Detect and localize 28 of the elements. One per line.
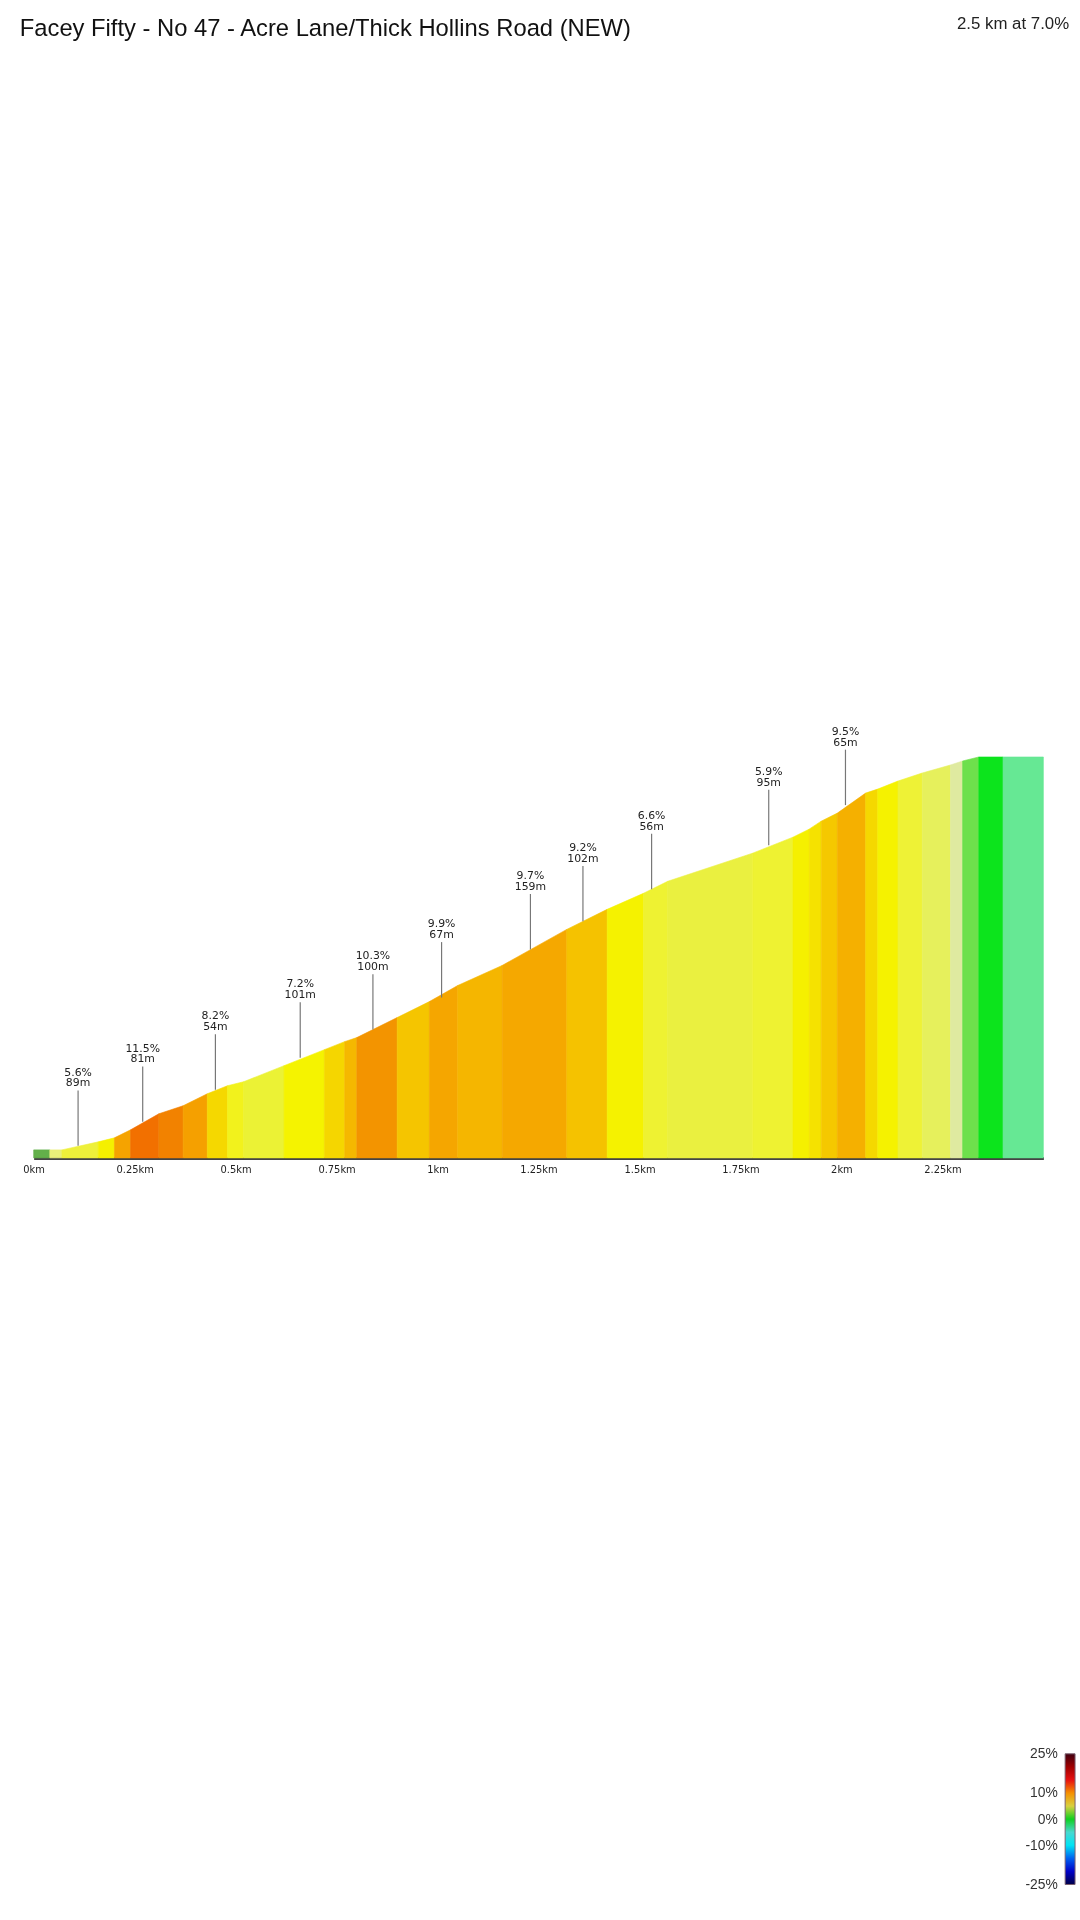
annotation: 5.9% 95m <box>754 764 783 789</box>
x-tick-label: 1.5km <box>624 1164 656 1176</box>
annotation: 8.2% 54m <box>201 1009 230 1034</box>
x-tick-label: 2.25km <box>924 1164 962 1176</box>
color-bar-label: -10% <box>1025 1836 1058 1853</box>
annotation: 7.2% 101m <box>284 977 316 1002</box>
color-bar-label: 0% <box>1037 1810 1058 1827</box>
x-tick-label: 0.25km <box>116 1164 154 1176</box>
annotation: 6.6% 56m <box>637 809 666 833</box>
color-bar-label: -25% <box>1025 1875 1058 1892</box>
annotation: 10.3% 100m <box>355 949 391 974</box>
annotation: 11.5% 81m <box>125 1041 160 1066</box>
x-tick-label: 0.75km <box>318 1164 356 1176</box>
x-tick-label: 0km <box>23 1164 45 1176</box>
chart-title: Facey Fifty - No 47 - Acre Lane/Thick Hollins Road (NEW) <box>19 14 631 42</box>
x-tick-label: 2km <box>831 1164 853 1176</box>
annotation: 9.5% 65m <box>831 724 860 749</box>
annotation: 9.2% 102m <box>567 841 599 865</box>
annotation: 9.9% 67m <box>427 917 456 942</box>
annotation: 5.6% 89m <box>64 1065 92 1090</box>
annotation: 9.7% 159m <box>514 869 547 894</box>
x-tick-label: 0.5km <box>220 1164 252 1176</box>
x-tick-label: 1.75km <box>722 1164 760 1176</box>
color-bar-label: 10% <box>1030 1784 1058 1801</box>
chart-subtitle: 2.5 km at 7.0% <box>956 14 1070 34</box>
color-bar-label: 25% <box>1030 1745 1058 1762</box>
x-tick-label: 1.25km <box>520 1164 558 1176</box>
x-tick-label: 1km <box>427 1164 449 1176</box>
